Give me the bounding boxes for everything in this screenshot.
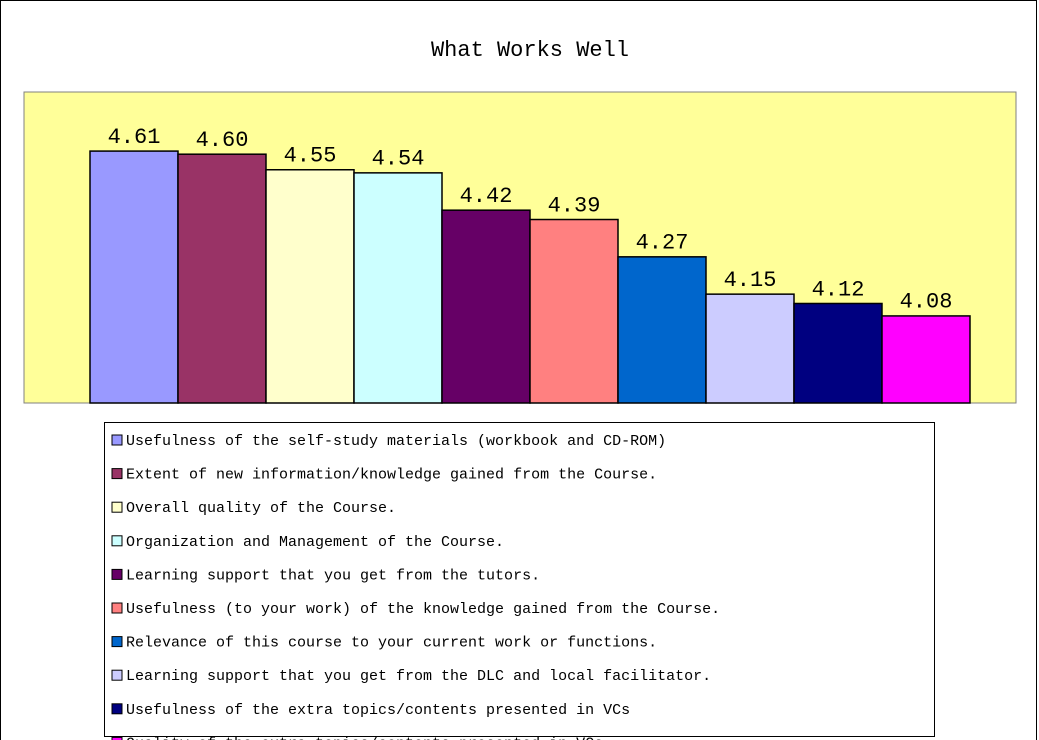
legend-label: Learning support that you get from the D… [126,668,711,685]
legend-swatch [111,501,123,513]
value-label: 4.60 [196,128,249,153]
value-label: 4.39 [548,193,601,218]
bar [353,172,443,404]
bar [529,218,619,404]
legend-swatch [111,468,123,480]
legend-label: Extent of new information/knowledge gain… [126,467,657,484]
legend-swatch [111,636,123,648]
value-label: 4.08 [900,290,953,315]
value-label: 4.12 [812,277,865,302]
legend-label: Usefulness (to your work) of the knowled… [126,601,720,618]
legend-label: Overall quality of the Course. [126,500,396,517]
legend-label: Quality of the extra topics/contents pre… [126,735,612,740]
legend-label: Usefulness of the self-study materials (… [126,433,666,450]
legend-swatch [111,602,123,614]
value-label: 4.54 [372,147,425,172]
bar [265,169,355,404]
bar [177,153,267,404]
bar [89,150,179,404]
value-label: 4.61 [108,125,161,150]
bar [617,256,707,404]
bar [705,293,795,404]
legend [104,422,935,737]
legend-swatch [111,736,123,740]
legend-label: Learning support that you get from the t… [126,567,540,584]
legend-label: Organization and Management of the Cours… [126,534,504,551]
bar [441,209,531,404]
legend-swatch [111,535,123,547]
legend-swatch [111,669,123,681]
legend-swatch [111,434,123,446]
bar [881,315,971,404]
legend-label: Relevance of this course to your current… [126,635,657,652]
value-label: 4.55 [284,144,337,169]
legend-swatch [111,703,123,715]
value-label: 4.42 [460,184,513,209]
chart-title: What Works Well [431,38,629,63]
legend-label: Usefulness of the extra topics/contents … [126,702,630,719]
value-label: 4.15 [724,268,777,293]
bar [793,302,883,404]
value-label: 4.27 [636,231,689,256]
legend-swatch [111,568,123,580]
